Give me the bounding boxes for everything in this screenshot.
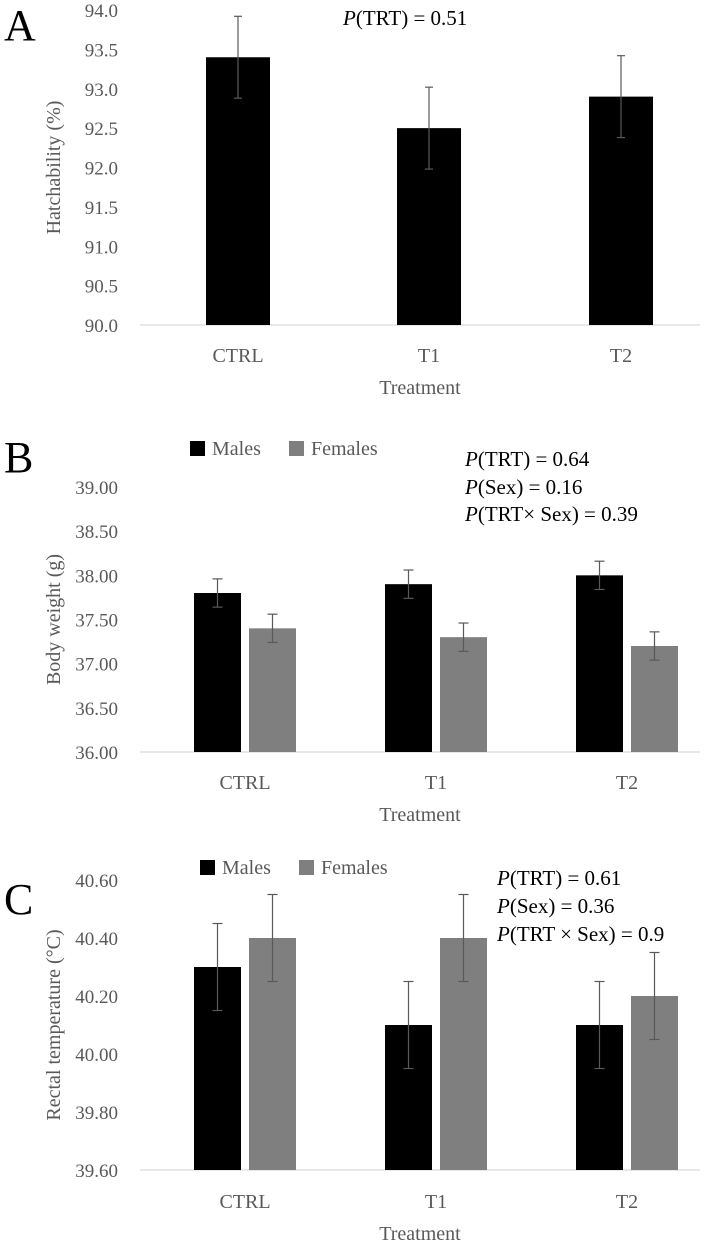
x-category-label: T2 [616,772,638,794]
panel-letter-a: A [4,1,36,50]
y-tick-label: 94.0 [85,1,118,22]
y-tick-label: 92.0 [85,159,118,180]
error-bar-females-t1 [458,622,469,652]
error-bar-series-t2 [617,55,625,139]
x-category-label: T2 [610,345,632,367]
error-bar-males-t2 [594,980,605,1070]
y-tick-label: 91.0 [85,237,118,258]
y-tick-label: 90.0 [85,316,118,337]
x-category-label: CTRL [219,772,270,794]
y-tick-label: 93.0 [85,80,118,101]
panel-letter-c: C [4,875,33,924]
legend-label-males: Males [212,438,261,460]
y-tick-label: 39.60 [75,1161,118,1182]
p-value-annotation: P(TRT× Sex) = 0.39 [464,502,638,526]
bar-females-ctrl [249,628,296,752]
error-bar-females-t2 [649,631,660,661]
y-tick-label: 90.5 [85,277,118,298]
x-category-label: T1 [418,345,440,367]
x-category-label: T2 [616,1191,638,1213]
bar-males-ctrl [194,593,241,752]
p-value-annotation: P(TRT) = 0.51 [342,6,467,30]
y-tick-label: 36.00 [75,743,118,764]
error-bar-females-ctrl [267,613,278,644]
y-tick-label: 40.40 [75,929,118,950]
y-tick-label: 91.5 [85,198,118,219]
legend-label-males: Males [222,857,271,879]
error-bar-males-t1 [403,569,414,599]
x-category-label: CTRL [219,1191,270,1213]
x-category-label: T1 [425,772,447,794]
p-value-annotation: P(Sex) = 0.36 [496,894,614,918]
y-tick-label: 38.50 [75,522,118,543]
error-bar-males-t2 [594,560,605,591]
error-bar-males-ctrl [212,922,223,1012]
legend-label-females: Females [321,857,388,879]
error-bar-females-t1 [458,893,469,983]
y-tick-label: 39.00 [75,478,118,499]
x-category-label: T1 [425,1191,447,1213]
y-axis-title: Hatchability (%) [43,101,65,235]
bar-males-t2 [576,575,623,752]
y-tick-label: 37.50 [75,611,118,632]
bar-females-t1 [440,637,487,752]
y-tick-label: 40.60 [75,871,118,892]
bar-males-t1 [385,584,432,752]
legend-label-females: Females [311,438,378,460]
y-tick-label: 37.00 [75,655,118,676]
bar-series-ctrl [206,57,270,325]
y-tick-label: 39.80 [75,1103,118,1124]
x-axis-title: Treatment [379,804,461,826]
y-tick-label: 40.20 [75,987,118,1008]
x-axis-title: Treatment [379,1223,461,1242]
x-axis-title: Treatment [379,377,461,399]
p-value-annotation: P(TRT × Sex) = 0.9 [496,922,664,946]
error-bar-males-ctrl [212,578,223,608]
y-axis-title: Rectal temperature (°C) [43,929,65,1120]
legend-swatch-males [200,860,215,875]
y-tick-label: 38.00 [75,566,118,587]
error-bar-series-ctrl [234,15,242,99]
y-tick-label: 40.00 [75,1045,118,1066]
p-value-annotation: P(TRT) = 0.64 [464,447,590,471]
legend-swatch-females [289,441,304,456]
legend-swatch-females [299,860,314,875]
y-tick-label: 36.50 [75,699,118,720]
bar-females-t2 [631,646,678,752]
error-bar-males-t1 [403,980,414,1070]
error-bar-females-ctrl [267,893,278,983]
legend-swatch-males [190,441,205,456]
y-tick-label: 93.5 [85,40,118,61]
p-value-annotation: P(Sex) = 0.16 [464,475,582,499]
error-bar-females-t2 [649,951,660,1041]
panel-letter-b: B [4,433,33,482]
x-category-label: CTRL [212,345,263,367]
y-axis-title: Body weight (g) [43,554,65,685]
p-value-annotation: P(TRT) = 0.61 [496,866,621,890]
error-bar-series-t1 [425,86,433,170]
y-tick-label: 92.5 [85,119,118,140]
